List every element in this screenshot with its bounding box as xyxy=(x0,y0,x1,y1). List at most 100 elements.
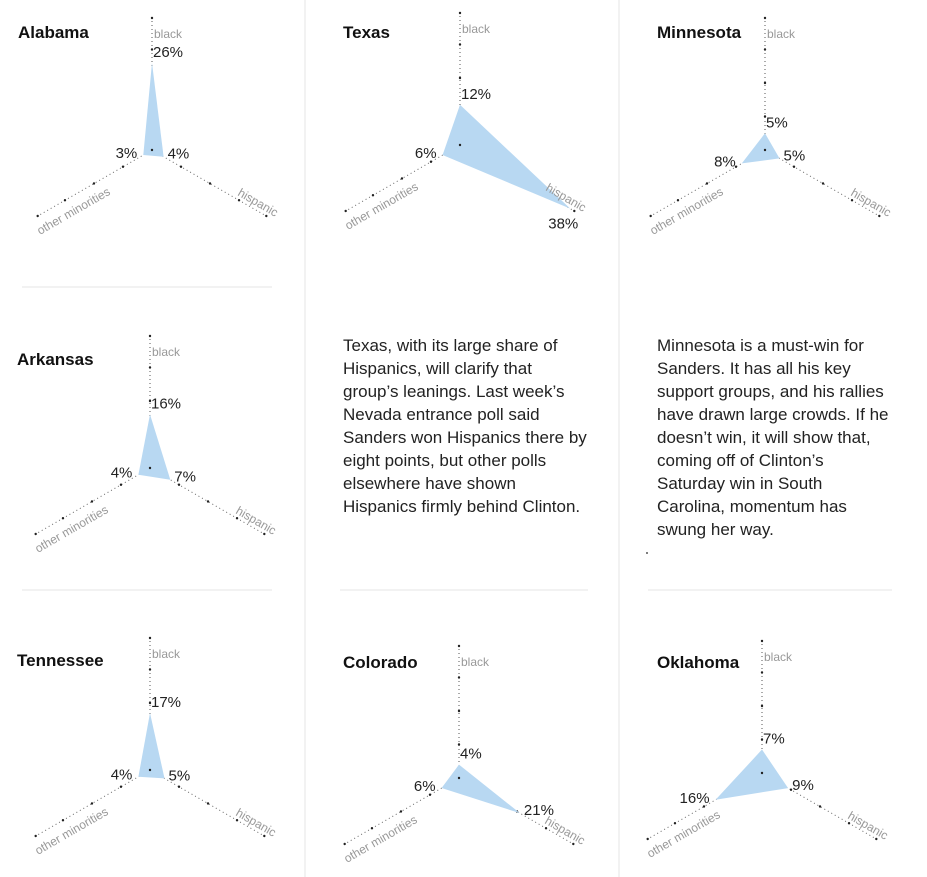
texas-note: Texas, with its large share of Hispanics… xyxy=(343,336,587,516)
axis-tick xyxy=(821,182,825,185)
axis-label-other-minorities: other minorities xyxy=(645,807,723,860)
value-label-other-minorities: 8% xyxy=(714,153,736,170)
axis-tick xyxy=(92,182,96,185)
axis-label-black: black xyxy=(154,27,183,41)
axis-tick xyxy=(121,165,125,168)
axis-tick xyxy=(673,822,677,825)
axis-end xyxy=(265,214,268,218)
axis-tick xyxy=(177,785,181,788)
axis-label-black: black xyxy=(767,27,796,41)
radar-center xyxy=(148,466,152,470)
axis-end xyxy=(573,209,576,213)
axis-tick xyxy=(119,483,123,486)
axis-label-other-minorities: other minorities xyxy=(648,184,726,237)
axis-label-black: black xyxy=(461,655,490,669)
axis-end xyxy=(646,837,649,841)
axis-tick xyxy=(705,182,709,185)
radar-area-tennessee xyxy=(138,713,165,779)
axis-label-black: black xyxy=(462,22,491,36)
axis-tick xyxy=(428,793,432,796)
value-label-black: 5% xyxy=(766,114,788,131)
axis-tick xyxy=(177,483,181,486)
radar-center xyxy=(148,768,152,772)
axis-tick xyxy=(702,805,706,808)
axis-tick xyxy=(237,199,241,202)
axis-end xyxy=(763,16,767,20)
axis-tick xyxy=(458,43,462,46)
axis-end xyxy=(263,834,266,838)
axis-tick xyxy=(148,668,152,671)
axis-label-other-minorities: other minorities xyxy=(342,812,420,865)
radar-center xyxy=(458,143,462,147)
axis-tick xyxy=(429,160,433,163)
value-label-other-minorities: 4% xyxy=(111,767,133,784)
axis-tick xyxy=(760,671,764,674)
axis-tick xyxy=(148,366,152,369)
chart-title-colorado: Colorado xyxy=(343,653,418,672)
axis-tick xyxy=(400,177,404,180)
value-label-other-minorities: 6% xyxy=(414,778,436,795)
radar-area-arkansas xyxy=(138,414,171,480)
axis-tick xyxy=(763,48,767,51)
axis-label-other-minorities: other minorities xyxy=(343,179,421,232)
radar-area-texas xyxy=(442,104,571,209)
axis-tick xyxy=(90,802,94,805)
axis-end xyxy=(458,11,462,15)
chart-title-alabama: Alabama xyxy=(18,23,89,42)
axis-label-other-minorities: other minorities xyxy=(33,502,111,555)
axis-tick xyxy=(208,182,212,185)
axis-end xyxy=(150,16,154,20)
radar-area-colorado xyxy=(441,764,520,814)
chart-title-minnesota: Minnesota xyxy=(657,23,742,42)
axis-tick xyxy=(457,743,461,746)
axis-end xyxy=(148,636,152,640)
radar-area-oklahoma xyxy=(715,749,789,800)
axis-end xyxy=(878,214,881,218)
axis-end xyxy=(34,532,37,536)
axis-tick xyxy=(847,822,851,825)
axis-tick xyxy=(850,199,854,202)
axis-end xyxy=(36,214,39,218)
axis-end xyxy=(148,334,152,338)
axis-tick xyxy=(676,199,680,202)
minnesota-note: Minnesota is a must-win for Sanders. It … xyxy=(657,336,889,539)
axis-tick xyxy=(150,48,154,51)
axis-end xyxy=(875,837,878,841)
chart-title-tennessee: Tennessee xyxy=(17,651,104,670)
axis-tick xyxy=(90,500,94,503)
radar-center xyxy=(760,771,764,775)
value-label-hispanic: 5% xyxy=(169,767,191,784)
axis-tick xyxy=(544,827,548,830)
chart-title-arkansas: Arkansas xyxy=(17,350,94,369)
axis-tick xyxy=(763,115,767,118)
value-label-other-minorities: 6% xyxy=(415,145,437,162)
chart-title-texas: Texas xyxy=(343,23,390,42)
axis-tick xyxy=(148,399,152,403)
axis-label-other-minorities: other minorities xyxy=(33,804,111,857)
axis-tick xyxy=(760,738,764,741)
axis-tick xyxy=(734,165,738,168)
value-label-other-minorities: 3% xyxy=(116,145,138,162)
radar-area-alabama xyxy=(143,62,164,157)
axis-tick xyxy=(371,194,375,197)
value-label-black: 7% xyxy=(763,731,785,748)
axis-tick xyxy=(792,165,796,168)
axis-tick xyxy=(370,827,374,830)
axis-tick xyxy=(818,805,822,808)
axis-tick xyxy=(61,517,65,520)
value-label-other-minorities: 16% xyxy=(680,790,710,807)
axis-tick xyxy=(148,701,152,705)
axis-tick xyxy=(457,676,461,679)
value-label-hispanic: 38% xyxy=(548,216,578,233)
axis-end xyxy=(34,834,37,838)
value-label-black: 4% xyxy=(460,746,482,763)
value-label-black: 17% xyxy=(151,694,181,711)
axis-tick xyxy=(179,165,183,168)
axis-label-black: black xyxy=(764,650,793,664)
axis-end xyxy=(572,842,575,846)
